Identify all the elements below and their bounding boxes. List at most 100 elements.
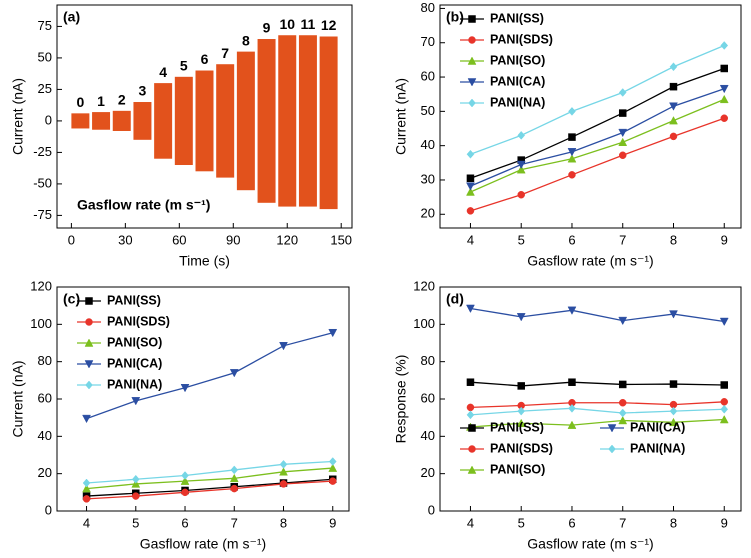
marker: [466, 149, 475, 159]
x-tick-label: 150: [330, 232, 352, 247]
marker: [468, 98, 476, 108]
y-tick-label: 50: [38, 49, 52, 64]
marker: [567, 154, 577, 163]
y-tick-label: 120: [30, 278, 52, 293]
x-axis-label: Gasflow rate (m s⁻¹): [527, 536, 653, 552]
marker: [720, 381, 728, 389]
marker: [669, 82, 678, 91]
marker: [466, 174, 475, 183]
legend-label: PANI(SDS): [490, 32, 553, 46]
burst-label: 5: [180, 58, 188, 74]
marker: [230, 465, 239, 475]
marker: [517, 382, 525, 390]
marker: [618, 408, 627, 418]
marker: [468, 445, 476, 453]
y-tick-label: 70: [421, 34, 435, 49]
marker: [466, 182, 475, 191]
marker: [328, 328, 338, 338]
signal-burst: [195, 70, 214, 172]
y-tick-label: 40: [421, 428, 435, 443]
x-tick-label: 6: [568, 515, 575, 530]
x-tick-label: 6: [181, 515, 188, 530]
marker: [468, 424, 476, 432]
plot-frame: [439, 286, 742, 512]
signal-burst: [71, 113, 90, 129]
y-tick-label: 50: [421, 103, 435, 118]
burst-label: 1: [97, 93, 105, 109]
y-tick-label: 100: [413, 316, 435, 331]
burst-label: 10: [279, 16, 295, 32]
marker: [466, 410, 475, 420]
signal-burst: [257, 39, 276, 203]
marker: [517, 190, 525, 199]
marker: [568, 403, 576, 413]
legend-label: PANI(SS): [490, 11, 544, 25]
marker: [719, 84, 729, 94]
marker: [329, 477, 337, 485]
legend-label: PANI(CA): [630, 420, 685, 434]
y-tick-label: 40: [421, 137, 435, 152]
burst-label: 3: [139, 83, 147, 99]
legend-label: PANI(CA): [490, 74, 545, 88]
marker: [279, 467, 288, 476]
x-tick-label: 4: [467, 232, 474, 247]
legend-label: PANI(SS): [107, 293, 161, 307]
signal-burst: [319, 36, 338, 210]
y-tick-label: 60: [38, 390, 52, 405]
marker: [669, 380, 678, 388]
marker: [467, 56, 477, 65]
line: [86, 332, 333, 420]
y-tick-label: 0: [45, 502, 52, 517]
legend-label: PANI(SDS): [107, 314, 170, 328]
plot-frame: [439, 4, 742, 229]
plot-frame: [56, 286, 350, 512]
marker: [181, 488, 189, 497]
panel-label: (d): [446, 291, 464, 307]
burst-label: 0: [76, 94, 84, 110]
marker: [466, 207, 475, 215]
y-tick-label: 0: [428, 502, 435, 517]
x-tick-label: 30: [118, 232, 132, 247]
marker: [468, 15, 476, 23]
marker: [328, 463, 338, 472]
x-tick-label: 8: [670, 232, 677, 247]
legend-label: PANI(SO): [490, 53, 545, 67]
marker: [720, 114, 728, 122]
line: [470, 88, 725, 187]
line: [470, 307, 725, 323]
x-tick-label: 90: [226, 232, 240, 247]
line: [86, 460, 333, 484]
line: [470, 418, 725, 428]
marker: [607, 424, 617, 433]
marker: [85, 297, 93, 305]
x-tick-label: 120: [276, 232, 298, 247]
marker: [229, 369, 239, 378]
marker: [608, 444, 616, 454]
marker: [567, 148, 577, 157]
marker: [466, 304, 475, 313]
marker: [84, 338, 94, 347]
marker: [669, 406, 678, 416]
x-axis-label: Gasflow rate (m s⁻¹): [140, 536, 266, 552]
y-tick-label: 20: [421, 206, 435, 221]
burst-label: 9: [263, 20, 271, 36]
marker: [618, 109, 627, 117]
y-tick-label: -50: [33, 175, 52, 190]
marker: [719, 317, 729, 327]
marker: [180, 384, 190, 393]
marker: [669, 116, 678, 125]
y-tick-label: 0: [45, 112, 52, 127]
signal-burst: [174, 76, 193, 166]
burst-label: 12: [321, 17, 337, 33]
x-tick-label: 7: [231, 515, 238, 530]
marker: [82, 478, 91, 488]
burst-label: 11: [301, 16, 316, 32]
panel-label: (b): [446, 9, 464, 25]
marker: [517, 130, 526, 140]
plot-frame: [56, 4, 353, 229]
marker: [516, 160, 526, 170]
marker: [720, 64, 728, 73]
x-tick-label: 9: [721, 232, 728, 247]
marker: [516, 165, 526, 174]
x-tick-label: 7: [619, 232, 626, 247]
